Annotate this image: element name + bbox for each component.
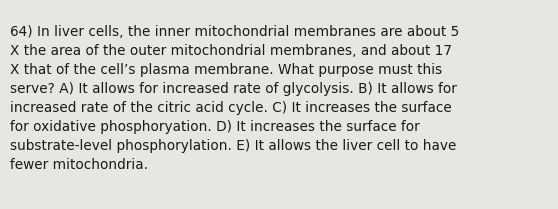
Text: 64) In liver cells, the inner mitochondrial membranes are about 5
X the area of : 64) In liver cells, the inner mitochondr… [10, 25, 459, 172]
